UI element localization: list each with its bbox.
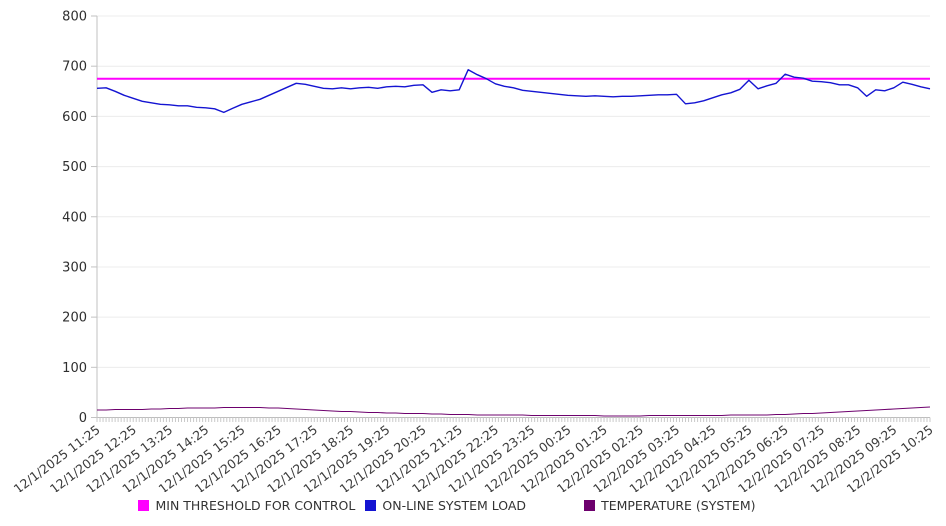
legend-item-system-load[interactable]: ON-LINE SYSTEM LOAD <box>365 498 526 513</box>
legend-label-temperature: TEMPERATURE (SYSTEM) <box>601 498 756 513</box>
legend-label-system-load: ON-LINE SYSTEM LOAD <box>382 498 527 513</box>
system-load-line <box>96 68 931 114</box>
y-axis-tick-label: 400 <box>62 210 87 225</box>
legend-label-min-threshold: MIN THRESHOLD FOR CONTROL <box>155 498 356 513</box>
y-axis-tick-label: 500 <box>62 160 87 175</box>
legend-item-min-threshold[interactable]: MIN THRESHOLD FOR CONTROL <box>138 498 355 513</box>
y-axis-tick-label: 800 <box>62 10 87 25</box>
temperature-swatch-icon <box>584 500 596 511</box>
min-threshold-swatch-icon <box>138 500 150 511</box>
y-axis-tick-label: 0 <box>79 411 87 426</box>
y-axis-tick-label: 100 <box>62 361 87 376</box>
temperature-line <box>97 406 931 417</box>
y-axis-tick-label: 200 <box>62 311 87 326</box>
legend-item-temperature[interactable]: TEMPERATURE (SYSTEM) <box>584 498 756 513</box>
chart-legend: MIN THRESHOLD FOR CONTROL ON-LINE SYSTEM… <box>0 498 894 513</box>
system-load-swatch-icon <box>365 500 377 511</box>
y-axis-tick-label: 300 <box>62 260 87 275</box>
y-axis-tick-label: 700 <box>62 60 87 75</box>
y-axis-tick-label: 600 <box>62 110 87 125</box>
